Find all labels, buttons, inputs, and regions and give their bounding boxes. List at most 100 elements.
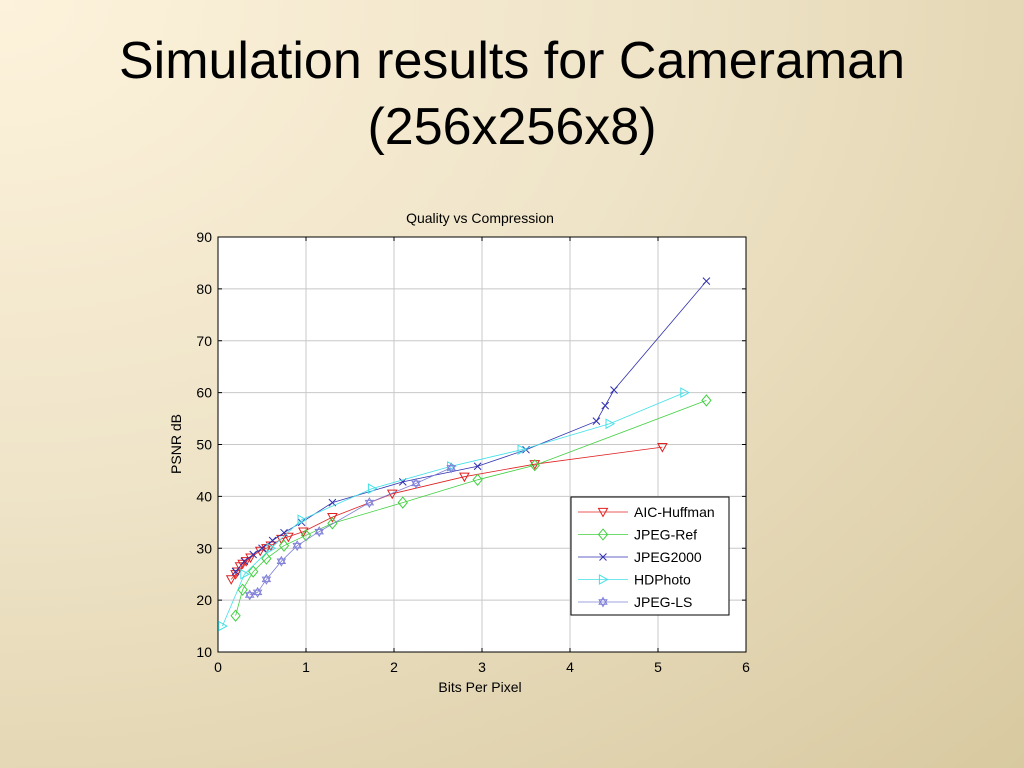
data-point-overlay (598, 599, 608, 608)
data-point (599, 553, 607, 561)
data-point (610, 386, 618, 394)
data-point (364, 497, 375, 506)
data-point-overlay (364, 499, 375, 509)
slide-title: Simulation results for Cameraman (256x25… (0, 28, 1024, 160)
data-point-overlay (292, 542, 302, 552)
x-tick-label: 1 (302, 659, 310, 675)
data-point-overlay (252, 589, 263, 598)
legend-item: JPEG-LS (578, 594, 692, 610)
data-point (249, 550, 258, 559)
data-point (280, 528, 288, 537)
data-point (473, 462, 482, 471)
data-point (278, 539, 290, 552)
legend-label: JPEG-Ref (634, 527, 697, 543)
series-line (222, 392, 685, 627)
legend-label: AIC-Huffman (634, 504, 715, 520)
data-point (529, 459, 540, 472)
data-point (266, 542, 277, 554)
data-point (397, 496, 408, 509)
slide-title-line2: (256x256x8) (367, 98, 657, 156)
legend-box (570, 496, 730, 616)
series-line (249, 467, 452, 596)
y-tick-label: 20 (196, 592, 212, 608)
data-point (592, 417, 601, 426)
data-point-overlay (411, 480, 421, 489)
data-point (680, 387, 690, 398)
data-point (231, 567, 240, 576)
data-point (252, 586, 263, 596)
data-point (601, 401, 610, 410)
data-point (367, 483, 378, 494)
data-point (472, 473, 483, 486)
data-point-overlay (446, 465, 456, 474)
data-point (327, 517, 338, 530)
data-point (300, 529, 312, 542)
data-point (597, 528, 609, 541)
x-axis-label: Bits Per Pixel (438, 679, 521, 695)
data-point (411, 477, 421, 487)
y-tick-label: 30 (196, 540, 212, 556)
x-tick-label: 5 (654, 659, 662, 675)
data-point (292, 540, 302, 549)
data-point (276, 555, 287, 564)
y-tick-label: 10 (196, 644, 212, 660)
data-point (446, 462, 456, 471)
legend-label: HDPhoto (634, 572, 691, 588)
data-point (297, 514, 308, 526)
data-point (598, 574, 609, 585)
data-point (268, 536, 277, 545)
data-point-overlay (314, 528, 324, 538)
data-point (314, 526, 324, 535)
x-tick-label: 2 (390, 659, 398, 675)
axis-ticks: 0 1 2 3 4 5 6 10 20 30 40 50 60 70 80 90 (196, 229, 750, 675)
series-group (218, 277, 712, 632)
y-tick-label: 60 (196, 385, 212, 401)
legend-item: JPEG-Ref (578, 527, 697, 543)
legend-item: HDPhoto (578, 572, 691, 588)
series-line (235, 400, 707, 616)
chart-title: Quality vs Compression (406, 210, 554, 226)
series-jpeg-ref (230, 394, 712, 622)
legend-item: AIC-Huffman (578, 504, 715, 520)
data-point (240, 557, 249, 566)
data-point (459, 472, 470, 483)
grid (218, 237, 746, 652)
data-point (598, 596, 608, 605)
y-tick-label: 50 (196, 437, 212, 453)
data-point (261, 552, 272, 565)
data-point (327, 513, 338, 523)
series-jpeg-ls (244, 462, 456, 601)
y-tick-label: 80 (196, 281, 212, 297)
data-point-overlay (244, 592, 255, 601)
data-point (248, 565, 259, 578)
data-point (657, 442, 668, 453)
x-tick-label: 6 (742, 659, 750, 675)
data-point (258, 544, 266, 553)
data-point (517, 444, 528, 456)
x-tick-label: 3 (478, 659, 486, 675)
data-point (244, 589, 255, 598)
data-point (597, 507, 609, 518)
y-tick-label: 70 (196, 333, 212, 349)
data-point (240, 568, 250, 580)
series-jpeg2000 (231, 277, 711, 576)
y-axis-label: PSNR dB (168, 414, 184, 474)
data-point-overlay (261, 576, 272, 585)
data-point-overlay (276, 558, 287, 567)
data-point (261, 573, 272, 583)
data-point (298, 527, 309, 538)
data-point (702, 277, 711, 285)
legend-label: JPEG-LS (634, 594, 692, 610)
slide-title-line1: Simulation results for Cameraman (118, 32, 906, 90)
series-hdphoto (218, 387, 690, 632)
legend-label: JPEG2000 (634, 549, 702, 565)
data-point (605, 418, 616, 430)
data-point (701, 394, 712, 407)
x-tick-label: 0 (214, 659, 222, 675)
data-point (237, 583, 248, 596)
data-point (225, 575, 237, 585)
y-tick-label: 90 (196, 229, 212, 245)
x-tick-label: 4 (566, 659, 574, 675)
data-point (218, 620, 228, 632)
